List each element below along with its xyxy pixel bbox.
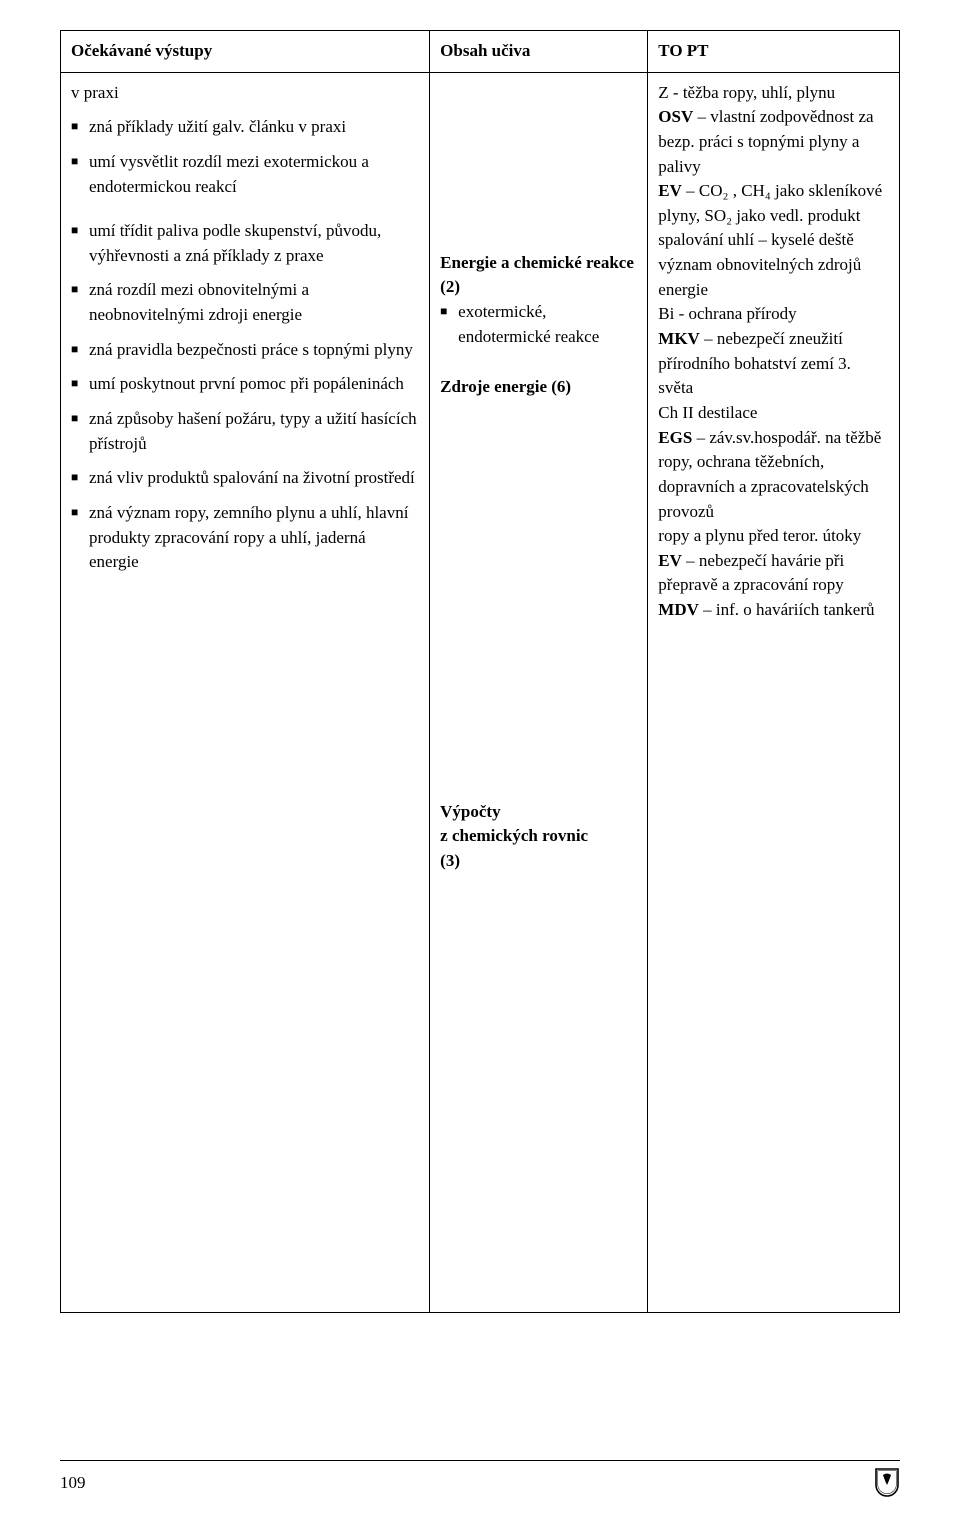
list-item: zná vliv produktů spalování na životní p… [71,466,419,491]
page-footer: 109 [60,1460,900,1499]
topic-line: EGS – záv.sv.hospodář. na těžbě ropy, oc… [658,426,889,525]
list-item: umí třídit paliva podle skupenství, půvo… [71,219,419,268]
outcomes-list-2: umí třídit paliva podle skupenství, půvo… [71,219,419,585]
cell-content: Energie a chemické reakce (2) exotermick… [430,72,648,1312]
topic-line: Ch II destilace [658,401,889,426]
topic-line: EV – CO₂ , CH₄ jako skleníkové plyny, SO… [658,179,889,253]
topic-line: MDV – inf. o haváriích tankerů [658,598,889,623]
footer-logo-icon [874,1467,900,1499]
content-sublist: exotermické, endotermické reakce [440,300,637,349]
content-heading-energy: Energie a chemické reakce (2) [440,251,637,300]
topic-line: OSV – vlastní zodpovědnost za bezp. prác… [658,105,889,179]
header-col3: TO PT [648,31,900,73]
content-heading-calc-l3: (3) [440,849,637,874]
list-item: zná způsoby hašení požáru, typy a užití … [71,407,419,456]
header-col1: Očekávané výstupy [61,31,430,73]
list-item: umí poskytnout první pomoc při popálenin… [71,372,419,397]
cell-outcomes: v praxi zná příklady užití galv. článku … [61,72,430,1312]
topic-line: význam obnovitelných zdrojů energie [658,253,889,302]
content-heading-calc-l2: z chemických rovnic [440,824,637,849]
col3-heading: Z - těžba ropy, uhlí, plynu [658,81,889,106]
list-item: umí vysvětlit rozdíl mezi exotermickou a… [71,150,419,199]
topic-line: EV – nebezpečí havárie při přepravě a zp… [658,549,889,598]
list-item: zná význam ropy, zemního plynu a uhlí, h… [71,501,419,575]
content-heading-calc-l1: Výpočty [440,800,637,825]
topic-line: Bi - ochrana přírody [658,302,889,327]
list-item: zná příklady užití galv. článku v praxi [71,115,419,140]
cell-topics: Z - těžba ropy, uhlí, plynu OSV – vlastn… [648,72,900,1312]
col1-intro: v praxi [71,81,419,106]
page-number: 109 [60,1471,86,1496]
content-heading-sources: Zdroje energie (6) [440,375,637,400]
topic-line: MKV – nebezpečí zneužití přírodního boha… [658,327,889,401]
topic-line: ropy a plynu před teror. útoky [658,524,889,549]
header-col2: Obsah učiva [430,31,648,73]
list-item: zná rozdíl mezi obnovitelnými a neobnovi… [71,278,419,327]
list-item: zná pravidla bezpečnosti práce s topnými… [71,338,419,363]
list-item: exotermické, endotermické reakce [440,300,637,349]
outcomes-list: zná příklady užití galv. článku v praxi … [71,115,419,209]
curriculum-table: Očekávané výstupy Obsah učiva TO PT v pr… [60,30,900,1313]
